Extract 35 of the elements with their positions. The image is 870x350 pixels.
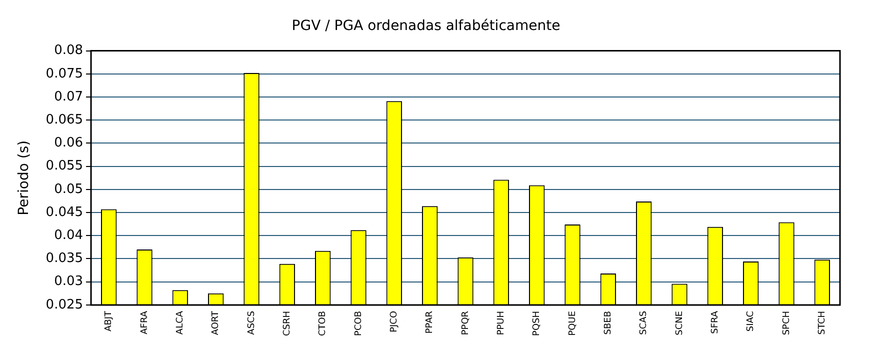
x-tick-label: ALCA bbox=[176, 310, 186, 335]
x-tick-label: PJCO bbox=[390, 310, 400, 332]
chart-title: PGV / PGA ordenadas alfabéticamente bbox=[292, 18, 560, 34]
y-axis-title: Periodo (s) bbox=[16, 140, 32, 216]
y-tick-label: 0.065 bbox=[46, 112, 84, 128]
x-tick-label: PPAR bbox=[425, 310, 436, 334]
x-tick-label: AFRA bbox=[140, 310, 150, 334]
x-tick-label: PQUE bbox=[568, 310, 578, 336]
x-tick-label: PCOB bbox=[354, 310, 364, 336]
y-tick-label: 0.045 bbox=[46, 204, 84, 220]
x-tick-label: STCH bbox=[818, 310, 828, 335]
x-tick-label: SBEB bbox=[604, 310, 614, 335]
x-tick-label: PPUH bbox=[496, 310, 507, 336]
x-tick-label: ABJT bbox=[104, 310, 114, 332]
x-tick-label: PQSH bbox=[532, 310, 542, 336]
y-tick-label: 0.07 bbox=[54, 89, 84, 104]
x-tick-label: PPQR bbox=[460, 310, 471, 336]
y-tick-label: 0.035 bbox=[46, 251, 84, 266]
y-tick-label: 0.05 bbox=[54, 182, 84, 197]
y-tick-label: 0.06 bbox=[54, 136, 84, 151]
y-tick-label: 0.08 bbox=[54, 43, 84, 58]
y-tick-label: 0.075 bbox=[46, 66, 84, 82]
x-tick-label: SPCH bbox=[782, 310, 792, 336]
x-tick-label: SIAC bbox=[746, 310, 756, 332]
x-tick-label: SCNE bbox=[674, 310, 685, 336]
y-tick-label: 0.04 bbox=[54, 228, 84, 244]
x-tick-label: SCAS bbox=[639, 310, 650, 335]
x-tick-label: AORT bbox=[211, 310, 222, 336]
x-tick-label: SFRA bbox=[710, 310, 721, 334]
y-tick-label: 0.055 bbox=[46, 158, 84, 174]
y-tick-label: 0.025 bbox=[46, 297, 84, 312]
x-tick-label: CTOB bbox=[318, 310, 328, 336]
y-tick-label: 0.03 bbox=[54, 274, 84, 290]
x-tick-label: ASCS bbox=[246, 310, 257, 335]
x-tick-label: CSRH bbox=[282, 310, 293, 336]
